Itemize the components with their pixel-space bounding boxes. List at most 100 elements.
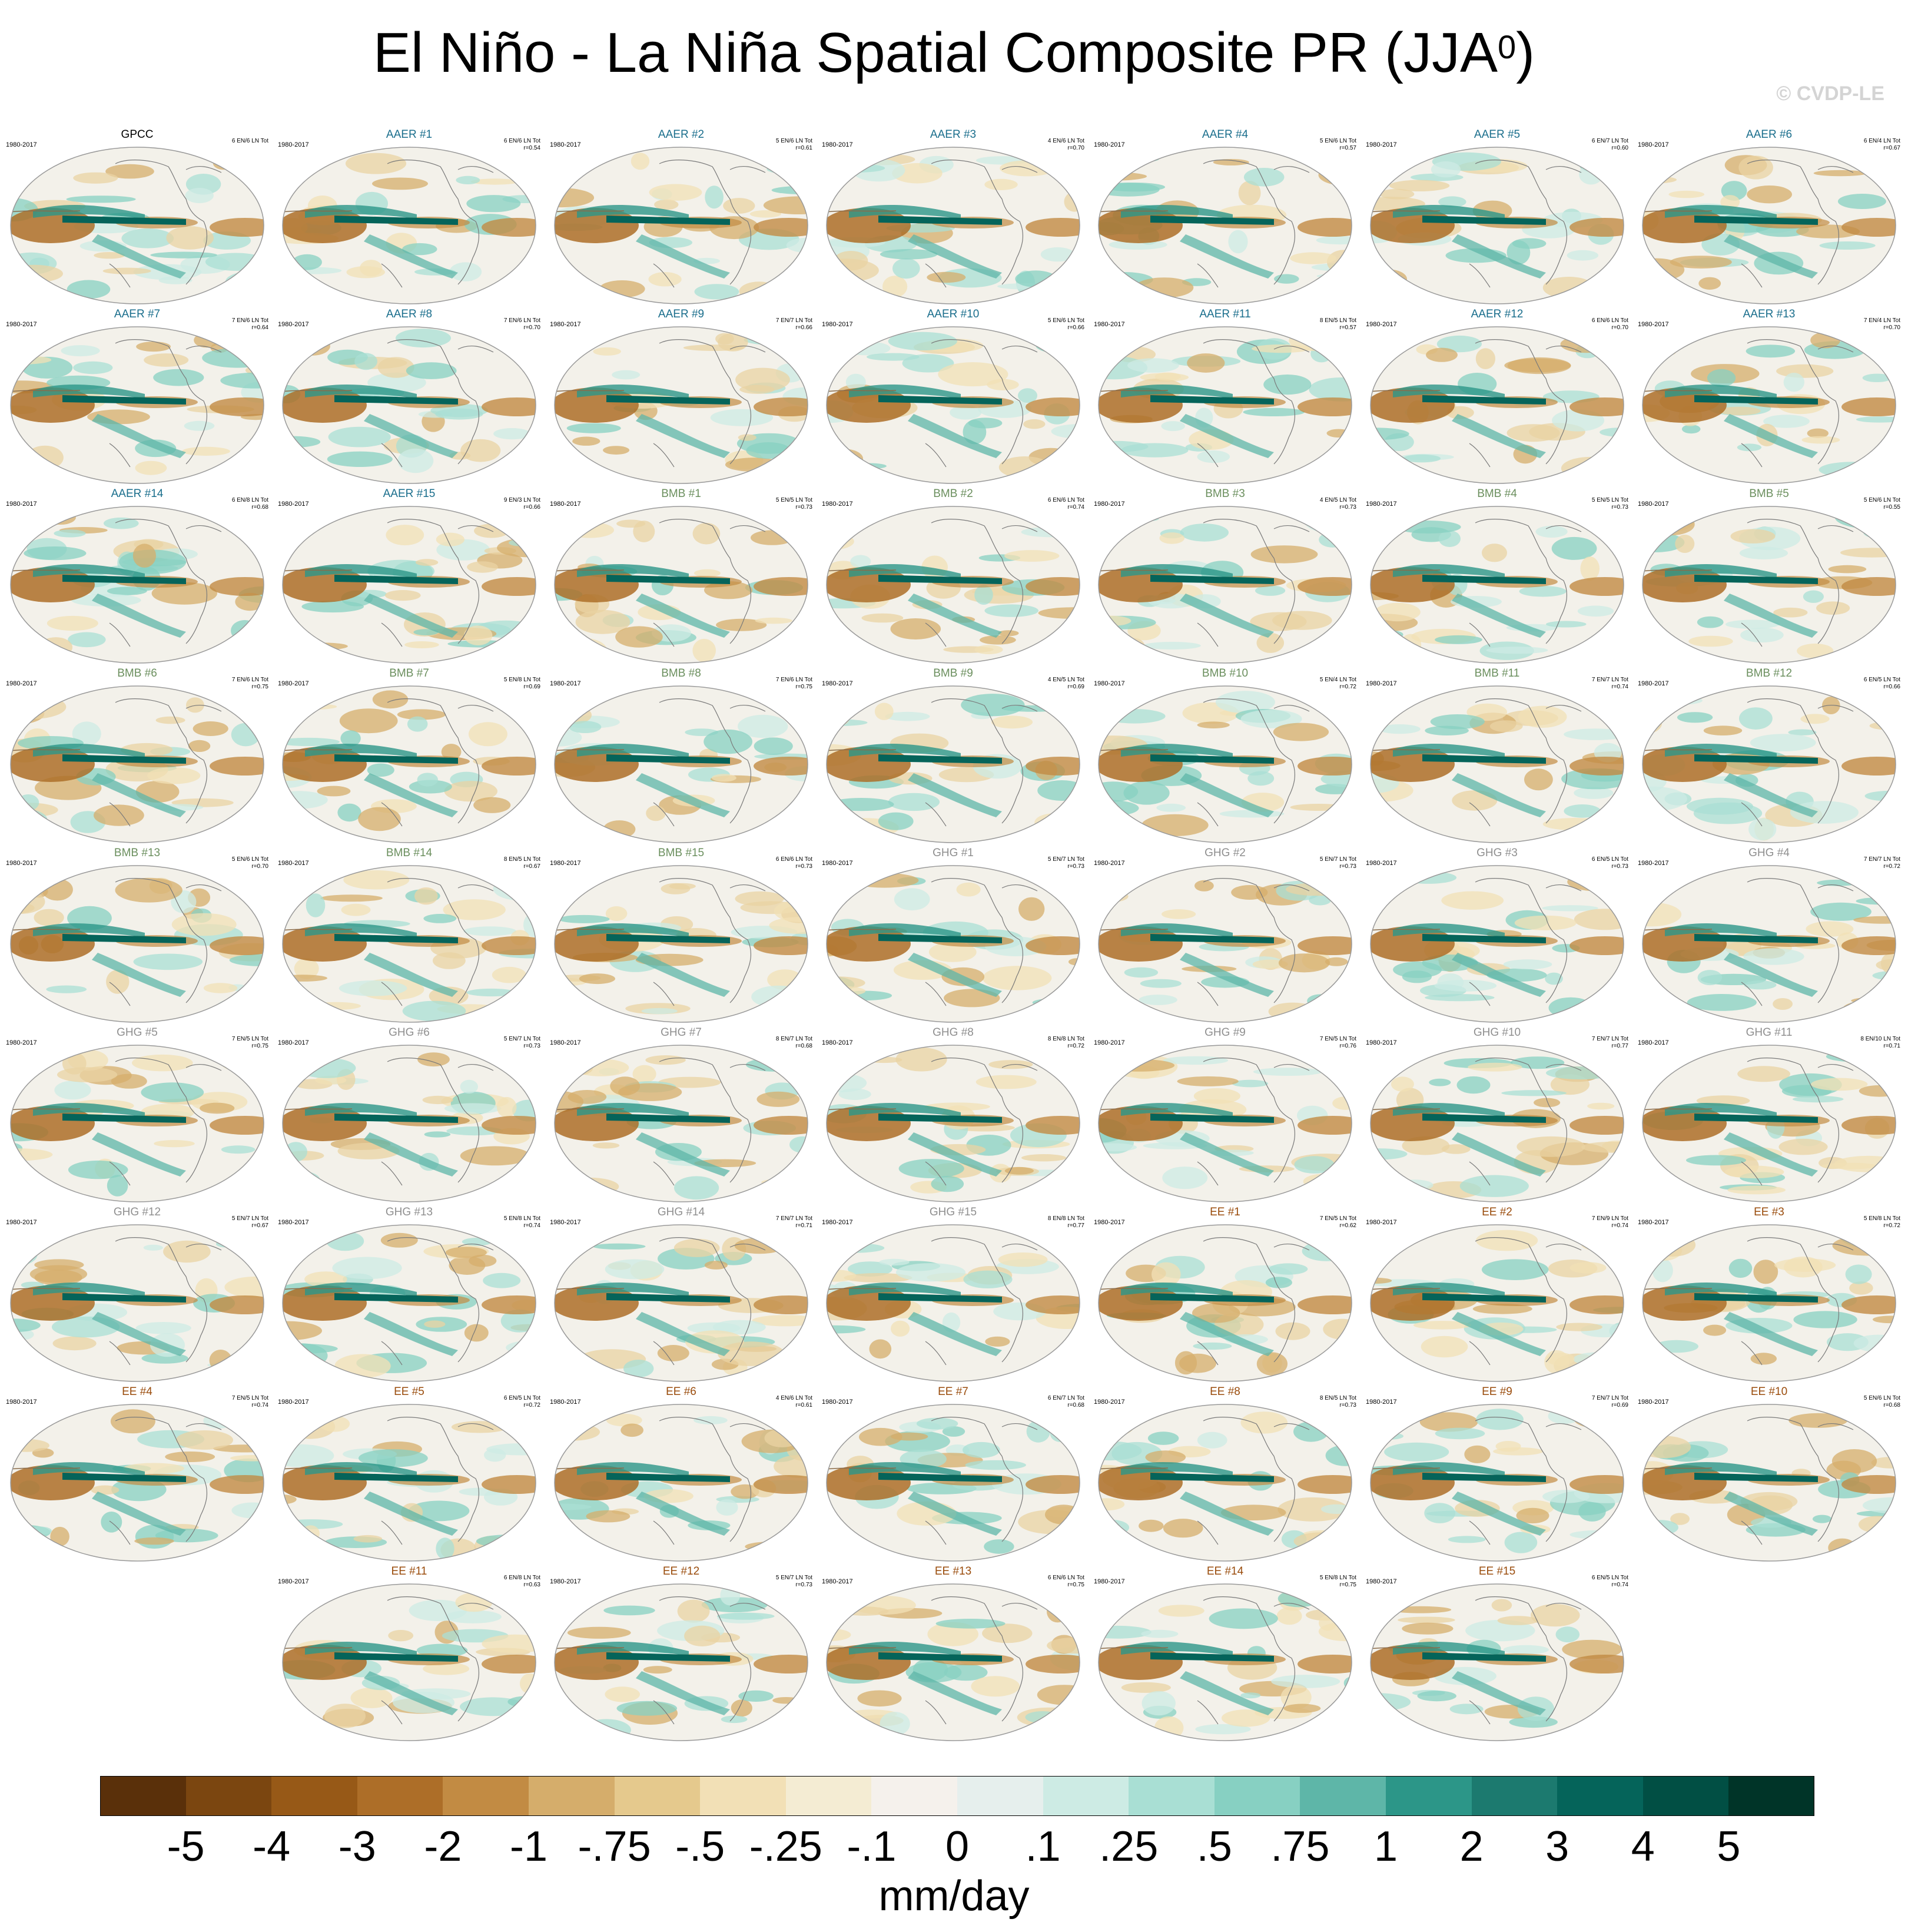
panel-title: GHG #3 — [1476, 847, 1518, 859]
panel-stats: 5 EN/8 LN Tot r=0.75 — [1320, 1575, 1356, 1589]
precip-anomaly-map — [282, 326, 536, 484]
panel-period: 1980-2017 — [1638, 501, 1669, 508]
panel-pattern-correlation: r=0.77 — [1611, 1043, 1628, 1049]
panel-title: EE #1 — [1210, 1206, 1240, 1218]
colorbar-label: 1 — [1373, 1823, 1398, 1870]
panel-pattern-correlation: r=0.66 — [523, 504, 540, 511]
panel-event-counts: 8 EN/5 LN Tot — [1319, 1395, 1356, 1401]
panel-event-counts: 7 EN/6 LN Tot — [775, 677, 812, 683]
panel-stats: 4 EN/6 LN Tot r=0.61 — [776, 1395, 812, 1409]
panel-event-counts: 4 EN/6 LN Tot — [775, 1395, 812, 1401]
precip-anomaly-map — [282, 685, 536, 843]
precip-anomaly-map — [826, 1583, 1080, 1741]
panel-stats: 7 EN/9 LN Tot r=0.74 — [1592, 1215, 1628, 1230]
map-panel: EE #6 1980-2017 4 EN/6 LN Tot r=0.61 — [549, 1386, 814, 1565]
panel-stats: 8 EN/10 LN Tot r=0.71 — [1860, 1036, 1900, 1050]
panel-period: 1980-2017 — [1094, 680, 1125, 687]
map-panel: BMB #9 1980-2017 4 EN/5 LN Tot r=0.69 — [821, 667, 1086, 847]
panel-stats: 7 EN/7 LN Tot r=0.69 — [1592, 1395, 1628, 1409]
panel-event-counts: 6 EN/5 LN Tot — [503, 1395, 540, 1401]
panel-title: AAER #1 — [386, 128, 433, 141]
panel-stats: 5 EN/5 LN Tot r=0.73 — [1592, 497, 1628, 511]
colorbar-swatch — [1043, 1776, 1129, 1816]
precip-anomaly-map — [1642, 1404, 1896, 1562]
panel-title: BMB #6 — [117, 667, 157, 680]
panel-title: GHG #13 — [385, 1206, 433, 1218]
map-panel: AAER #1 1980-2017 6 EN/6 LN Tot r=0.54 — [277, 128, 542, 308]
panel-pattern-correlation: r=0.72 — [523, 1402, 540, 1409]
panel-period: 1980-2017 — [550, 501, 581, 508]
panel-event-counts: 8 EN/8 LN Tot — [1047, 1215, 1084, 1222]
panel-period: 1980-2017 — [1366, 860, 1397, 867]
precip-anomaly-map — [826, 685, 1080, 843]
panel-period: 1980-2017 — [550, 680, 581, 687]
panel-stats: 6 EN/7 LN Tot r=0.68 — [1048, 1395, 1084, 1409]
panel-stats: 8 EN/7 LN Tot r=0.68 — [776, 1036, 812, 1050]
panel-period: 1980-2017 — [1094, 501, 1125, 508]
panel-period: 1980-2017 — [822, 860, 853, 867]
panel-stats: 6 EN/8 LN Tot r=0.68 — [232, 497, 268, 511]
panel-stats: 6 EN/6 LN Tot r=0.54 — [504, 138, 540, 152]
map-panel: GHG #9 1980-2017 7 EN/5 LN Tot r=0.76 — [1093, 1026, 1358, 1206]
map-panel: BMB #5 1980-2017 5 EN/6 LN Tot r=0.55 — [1637, 488, 1902, 667]
panel-period: 1980-2017 — [1094, 321, 1125, 328]
precip-anomaly-map — [826, 326, 1080, 484]
panel-stats: 7 EN/7 LN Tot r=0.74 — [1592, 677, 1628, 691]
panel-event-counts: 6 EN/5 LN Tot — [1591, 856, 1628, 863]
panel-period: 1980-2017 — [822, 1399, 853, 1406]
panel-title: AAER #2 — [658, 128, 705, 141]
panel-stats: 6 EN/5 LN Tot r=0.66 — [1864, 677, 1900, 691]
colorbar-swatch — [871, 1776, 958, 1816]
precip-anomaly-map — [1642, 147, 1896, 304]
map-panel: AAER #11 1980-2017 8 EN/5 LN Tot r=0.57 — [1093, 308, 1358, 488]
panel-pattern-correlation: r=0.70 — [251, 863, 268, 870]
panel-event-counts: 6 EN/8 LN Tot — [503, 1575, 540, 1581]
precip-anomaly-map — [1642, 685, 1896, 843]
panel-period: 1980-2017 — [1094, 1399, 1125, 1406]
panel-period: 1980-2017 — [822, 1219, 853, 1226]
colorbar-label: -.75 — [578, 1823, 651, 1870]
panel-title: BMB #7 — [389, 667, 429, 680]
colorbar-label: -4 — [253, 1823, 291, 1870]
panel-event-counts: 6 EN/7 LN Tot — [1047, 1395, 1084, 1401]
map-panel: EE #7 1980-2017 6 EN/7 LN Tot r=0.68 — [821, 1386, 1086, 1565]
panel-period: 1980-2017 — [1094, 1578, 1125, 1585]
panel-pattern-correlation: r=0.60 — [1611, 145, 1628, 151]
panel-title: AAER #3 — [930, 128, 977, 141]
panel-title: GHG #15 — [929, 1206, 977, 1218]
panel-title: EE #2 — [1482, 1206, 1512, 1218]
panel-period: 1980-2017 — [550, 1578, 581, 1585]
panel-stats: 9 EN/3 LN Tot r=0.66 — [504, 497, 540, 511]
panel-pattern-correlation: r=0.75 — [1067, 1582, 1084, 1588]
precip-anomaly-map — [826, 865, 1080, 1023]
precip-anomaly-map — [1098, 685, 1352, 843]
panel-stats: 6 EN/6 LN Tot — [232, 138, 268, 145]
map-panel: AAER #7 1980-2017 7 EN/6 LN Tot r=0.64 — [5, 308, 270, 488]
panel-event-counts: 5 EN/7 LN Tot — [1047, 856, 1084, 863]
panel-pattern-correlation: r=0.73 — [1339, 863, 1356, 870]
panel-stats: 5 EN/7 LN Tot r=0.73 — [1320, 856, 1356, 870]
panel-pattern-correlation: r=0.63 — [523, 1582, 540, 1588]
panel-title: BMB #9 — [933, 667, 973, 680]
precip-anomaly-map — [554, 1045, 808, 1202]
colorbar-swatch — [700, 1776, 787, 1816]
panel-period: 1980-2017 — [1638, 680, 1669, 687]
precip-anomaly-map — [1642, 326, 1896, 484]
panel-period: 1980-2017 — [1366, 501, 1397, 508]
panel-period: 1980-2017 — [6, 141, 37, 148]
panel-stats: 5 EN/6 LN Tot r=0.61 — [776, 138, 812, 152]
precip-anomaly-map — [1098, 865, 1352, 1023]
panel-stats: 5 EN/4 LN Tot r=0.72 — [1320, 677, 1356, 691]
panel-period: 1980-2017 — [278, 141, 309, 148]
panel-event-counts: 5 EN/7 LN Tot — [503, 1036, 540, 1042]
panel-pattern-correlation: r=0.73 — [1611, 863, 1628, 870]
panel-event-counts: 5 EN/6 LN Tot — [1047, 317, 1084, 324]
precip-anomaly-map — [826, 1224, 1080, 1382]
panel-stats: 4 EN/5 LN Tot r=0.69 — [1048, 677, 1084, 691]
colorbar-swatch — [1471, 1776, 1558, 1816]
panel-title: AAER #11 — [1199, 308, 1251, 320]
panel-period: 1980-2017 — [278, 1039, 309, 1046]
panel-title: AAER #8 — [386, 308, 433, 320]
colorbar-swatch — [1386, 1776, 1472, 1816]
panel-pattern-correlation: r=0.75 — [795, 684, 812, 690]
